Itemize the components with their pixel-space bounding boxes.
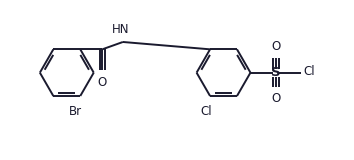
Text: Br: Br	[69, 105, 82, 118]
Text: O: O	[271, 92, 281, 105]
Text: O: O	[271, 40, 281, 53]
Text: HN: HN	[112, 23, 129, 36]
Text: O: O	[98, 76, 107, 89]
Text: Cl: Cl	[200, 105, 212, 118]
Text: S: S	[271, 66, 281, 79]
Text: Cl: Cl	[304, 65, 315, 78]
